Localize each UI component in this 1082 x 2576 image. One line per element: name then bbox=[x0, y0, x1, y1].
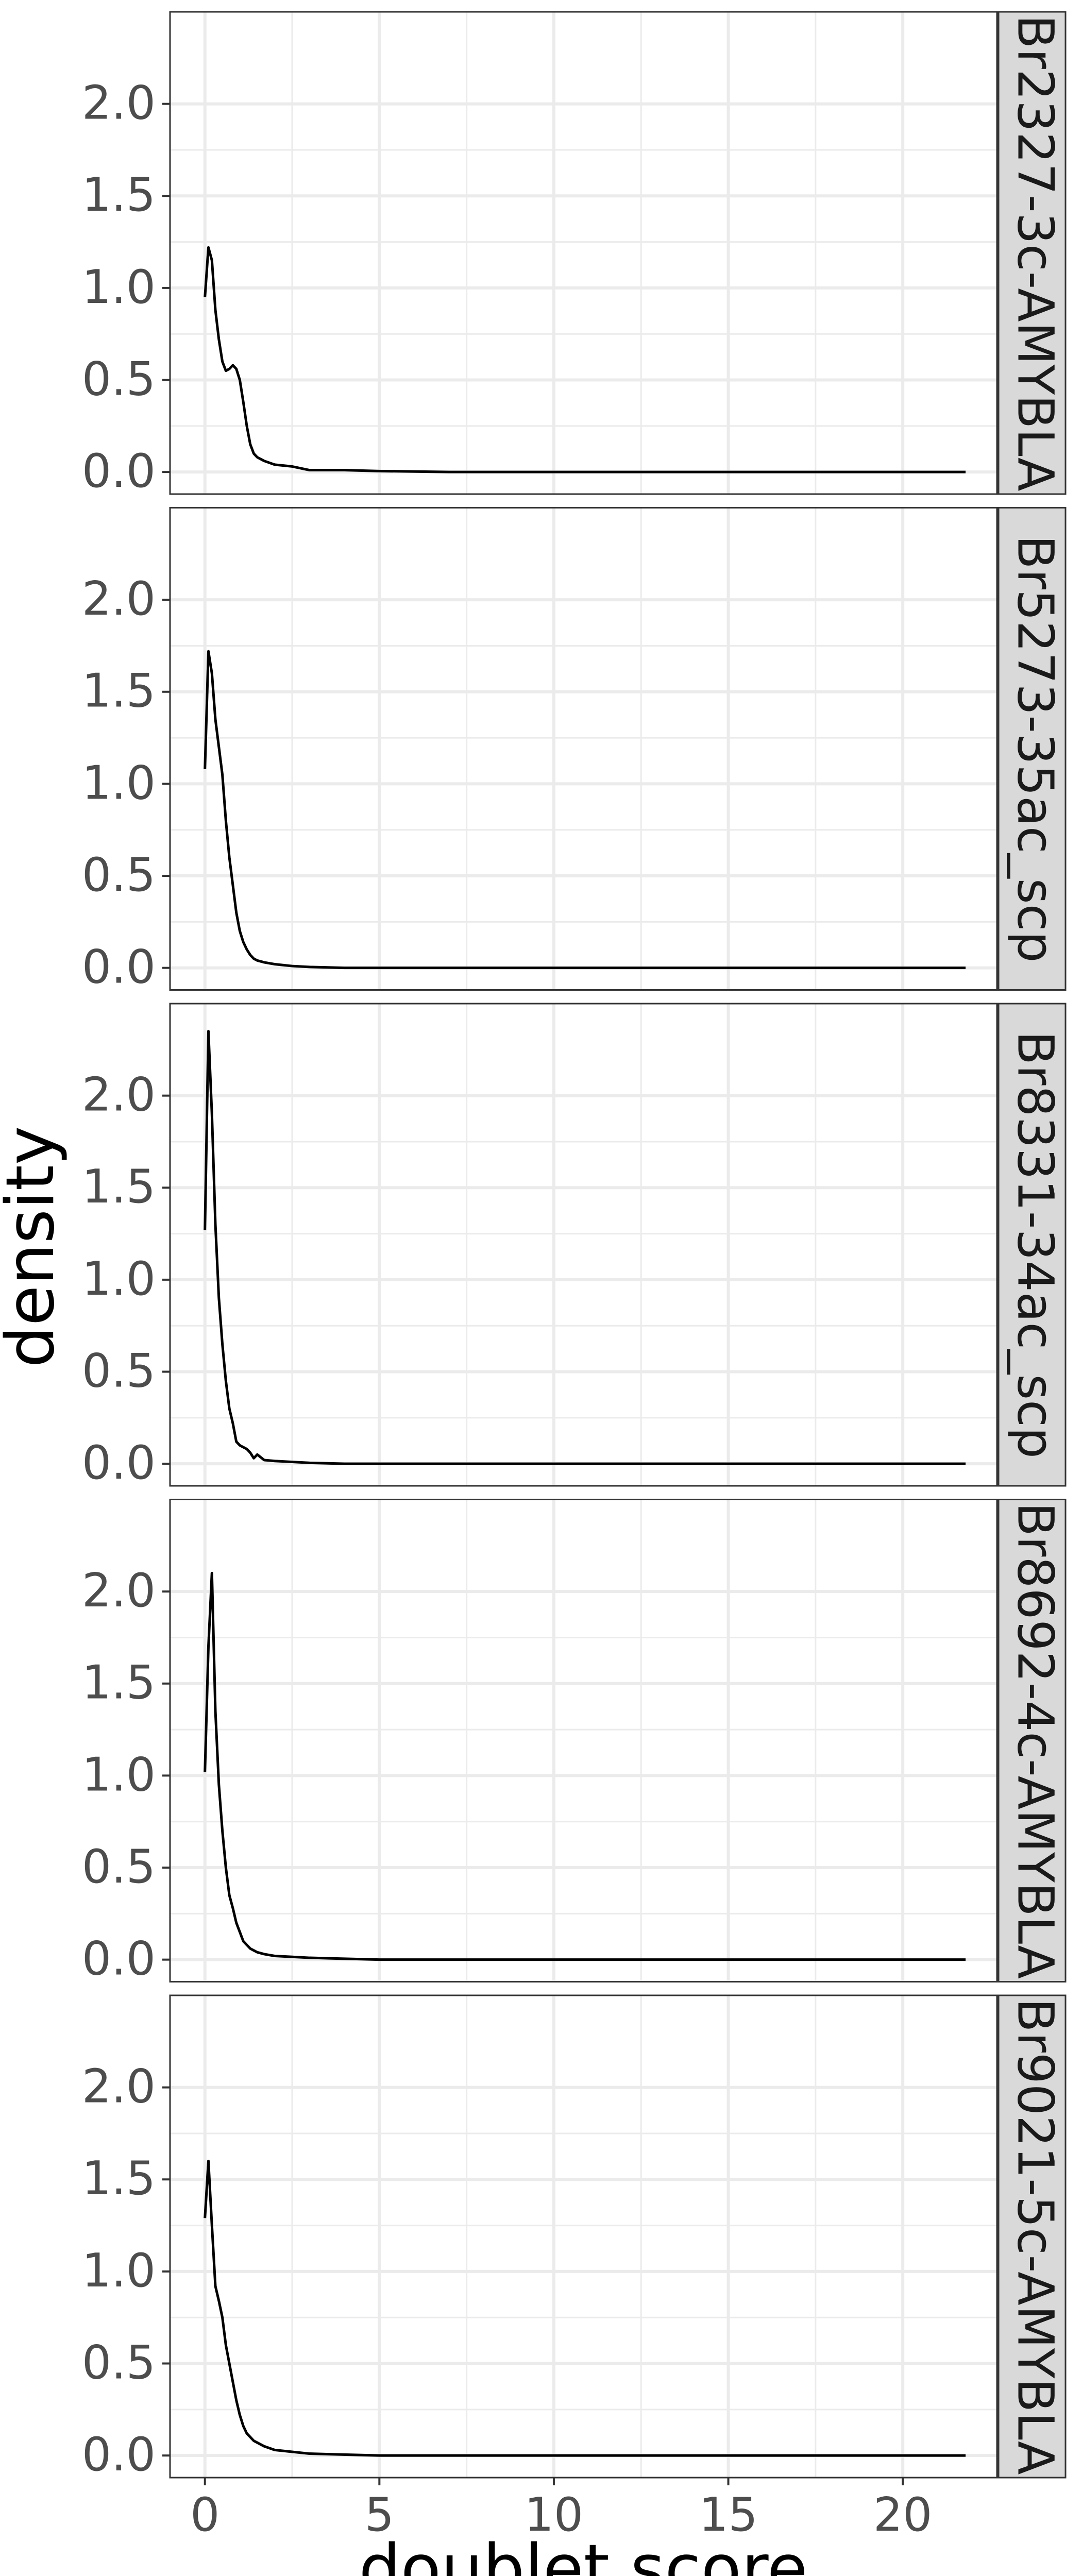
y-tick-label: 2.0 bbox=[82, 76, 156, 130]
strip-label: Br9021-5c-AMYBLA bbox=[1007, 1998, 1064, 2475]
x-tick-label: 15 bbox=[699, 2488, 758, 2542]
density-line bbox=[204, 2160, 966, 2457]
y-tick-label: 2.0 bbox=[82, 572, 156, 626]
y-tick-label: 0.5 bbox=[82, 352, 156, 406]
x-axis-title: doublet score bbox=[359, 2531, 807, 2576]
y-tick-label: 2.0 bbox=[82, 2060, 156, 2114]
y-tick-label: 1.0 bbox=[82, 260, 156, 314]
y-tick-label: 1.5 bbox=[82, 1656, 156, 1710]
y-tick-label: 1.5 bbox=[82, 664, 156, 718]
panel: 0.0 0.5 1.0 1.5 2.0 Br2327-3c-AMYBLA bbox=[82, 11, 1067, 498]
panel-background bbox=[170, 1499, 997, 1982]
strip-label: Br8331-34ac_scp bbox=[1007, 1031, 1064, 1459]
y-tick-label: 1.0 bbox=[82, 1252, 156, 1306]
y-tick-label: 0.5 bbox=[82, 848, 156, 902]
x-tick-label: 20 bbox=[873, 2488, 933, 2542]
y-tick-label: 0.0 bbox=[82, 1932, 156, 1986]
panel: 0.0 0.5 1.0 1.5 2.0 Br8331-34ac_scp bbox=[82, 1003, 1067, 1490]
density-line bbox=[204, 246, 966, 473]
panel-border bbox=[169, 1499, 998, 1982]
x-tick-label: 5 bbox=[365, 2488, 394, 2542]
panel-border bbox=[169, 507, 998, 991]
strip: Br8692-4c-AMYBLA bbox=[1007, 1502, 1064, 1979]
x-tick-label: 10 bbox=[525, 2488, 584, 2542]
y-tick-label: 0.5 bbox=[82, 2335, 156, 2389]
panel: 0.0 0.5 1.0 1.5 2.0 Br8692-4c-AMYBLA bbox=[82, 1499, 1067, 1986]
panel-background bbox=[170, 1004, 997, 1486]
y-tick-label: 1.0 bbox=[82, 2244, 156, 2298]
strip-background bbox=[998, 507, 1067, 991]
panel-border bbox=[169, 1003, 998, 1487]
y-tick-label: 1.5 bbox=[82, 2151, 156, 2206]
y-tick-label: 0.5 bbox=[82, 1840, 156, 1894]
strip-background bbox=[998, 1499, 1067, 1982]
panel-border bbox=[169, 1994, 998, 2479]
strip: Br9021-5c-AMYBLA bbox=[1007, 1998, 1064, 2475]
y-tick-label: 2.0 bbox=[82, 1564, 156, 1618]
panel: 0.0 0.5 1.0 1.5 2.0 Br5273-35ac_scp bbox=[82, 507, 1067, 994]
density-line bbox=[204, 650, 966, 970]
y-tick-label: 1.0 bbox=[82, 756, 156, 810]
y-tick-label: 0.0 bbox=[82, 1436, 156, 1490]
strip-background bbox=[998, 11, 1067, 495]
panel-border bbox=[169, 11, 998, 495]
strip: Br2327-3c-AMYBLA bbox=[1007, 14, 1064, 491]
density-line bbox=[204, 1030, 966, 1465]
density-line bbox=[204, 1571, 966, 1961]
y-tick-label: 0.5 bbox=[82, 1344, 156, 1398]
y-tick-label: 1.0 bbox=[82, 1748, 156, 1802]
y-tick-label: 2.0 bbox=[82, 1068, 156, 1122]
strip-label: Br2327-3c-AMYBLA bbox=[1007, 14, 1064, 491]
strip: Br5273-35ac_scp bbox=[1007, 535, 1064, 963]
strip-label: Br5273-35ac_scp bbox=[1007, 535, 1064, 963]
y-tick-label: 1.5 bbox=[82, 1160, 156, 1214]
strip-label: Br8692-4c-AMYBLA bbox=[1007, 1502, 1064, 1979]
y-tick-label: 0.0 bbox=[82, 444, 156, 498]
x-tick-label: 0 bbox=[190, 2488, 219, 2542]
panel-background bbox=[170, 12, 997, 494]
y-axis-title: density bbox=[0, 1126, 69, 1367]
strip-background bbox=[998, 1994, 1067, 2479]
panel-background bbox=[170, 1995, 997, 2478]
strip: Br8331-34ac_scp bbox=[1007, 1031, 1064, 1459]
y-tick-label: 0.0 bbox=[82, 940, 156, 994]
panel-background bbox=[170, 507, 997, 990]
y-tick-label: 0.0 bbox=[82, 2428, 156, 2482]
y-tick-label: 1.5 bbox=[82, 168, 156, 222]
panel: 0.0 0.5 1.0 1.5 2.0 Br9021-5c-AMYBLA bbox=[82, 1994, 1067, 2482]
strip-background bbox=[998, 1003, 1067, 1487]
